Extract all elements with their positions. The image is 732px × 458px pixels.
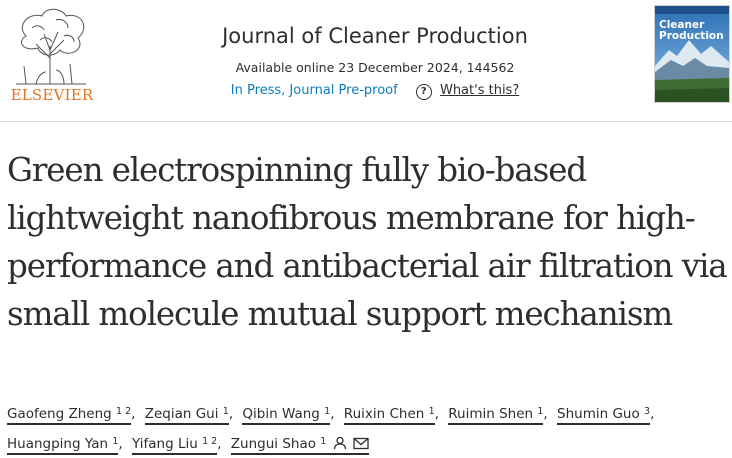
author-link[interactable]: Zeqian Gui 1 [144, 406, 229, 425]
author-link[interactable]: Ruimin Shen 1 [448, 406, 544, 425]
elsevier-logo[interactable]: ELSEVIER [6, 6, 96, 106]
elsevier-tree-icon [16, 8, 86, 85]
journal-title-link[interactable]: Journal of Cleaner Production [222, 24, 528, 48]
question-circle-icon[interactable]: ? [415, 84, 432, 100]
author-link[interactable]: Gaofeng Zheng 1 2 [7, 406, 132, 425]
availability-date: Available online 23 December 2024, 14456… [235, 60, 515, 75]
whats-this-link[interactable]: What's this? [439, 83, 520, 98]
person-icon [333, 436, 346, 450]
header-divider [0, 121, 732, 122]
author-link[interactable]: Huangping Yan 1 [7, 436, 119, 455]
cover-landscape [655, 6, 729, 102]
journal-cover-image[interactable]: Cleaner Production [654, 5, 730, 103]
author-link[interactable]: Shumin Guo 3 [557, 406, 651, 425]
elsevier-wordmark: ELSEVIER [10, 86, 94, 104]
cover-journal-name: Cleaner Production [659, 19, 724, 42]
author-list: Gaofeng Zheng 1 2, Zeqian Gui 1, Qibin W… [7, 398, 707, 458]
in-press-link[interactable]: In Press, Journal Pre-proof [230, 83, 398, 98]
article-title: Green electrospinning fully bio-based li… [7, 151, 728, 333]
author-link[interactable]: Qibin Wang 1 [242, 406, 331, 425]
article-status-row: In Press, Journal Pre-proof ? What's thi… [190, 83, 560, 100]
article-header: ELSEVIER Journal of Cleaner Production A… [0, 0, 732, 118]
corresponding-author-link[interactable]: Zungui Shao 1 [230, 436, 369, 455]
author-link[interactable]: Yifang Liu 1 2 [132, 436, 218, 455]
mail-icon [353, 437, 369, 450]
author-link[interactable]: Ruixin Chen 1 [343, 406, 435, 425]
